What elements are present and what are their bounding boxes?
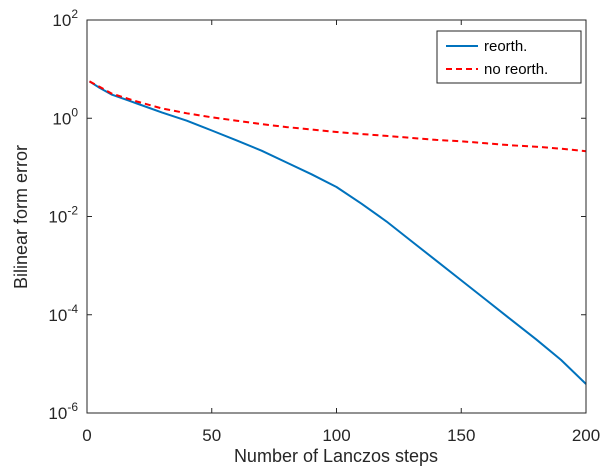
legend-label-no-reorth: no reorth.	[484, 61, 548, 78]
legend-box	[436, 30, 582, 84]
y-tick-label: 100	[52, 105, 78, 128]
tick-layer: 0 50 100 150 200 102 100 10-2 10-4 10-6	[48, 7, 600, 445]
x-tick-label: 150	[447, 426, 475, 445]
series-line-1	[89, 80, 587, 153]
x-tick-label: 50	[202, 426, 221, 445]
legend: reorth. no reorth.	[436, 30, 582, 84]
y-tick-label: 10-4	[48, 302, 78, 325]
legend-label-reorth: reorth.	[484, 38, 527, 55]
y-tick-label: 10-6	[48, 400, 78, 423]
x-tick-label: 100	[322, 426, 350, 445]
x-tick-label: 200	[572, 426, 600, 445]
y-axis-label: Bilinear form error	[11, 145, 31, 289]
x-axis-label: Number of Lanczos steps	[234, 446, 438, 466]
series-line-0	[88, 80, 587, 385]
series-layer	[88, 80, 587, 385]
plot-background	[87, 20, 586, 413]
x-tick-label: 0	[82, 426, 91, 445]
y-tick-label: 10-2	[48, 204, 78, 227]
y-tick-label: 102	[52, 7, 78, 30]
